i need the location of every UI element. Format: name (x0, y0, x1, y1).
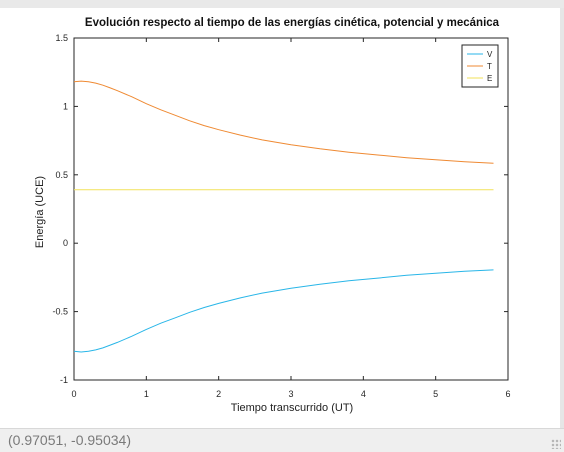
plot-series (73, 80, 494, 353)
y-tick-label: 1 (63, 101, 68, 111)
legend-label: T (487, 62, 492, 71)
series-line-v (73, 269, 494, 353)
cursor-coordinates: (0.97051, -0.95034) (8, 432, 131, 448)
x-tick-label: 6 (505, 389, 510, 399)
status-bar: (0.97051, -0.95034) (0, 428, 564, 452)
y-tick-label: 0 (63, 238, 68, 248)
legend-label: V (487, 50, 493, 59)
chart-svg: 0 1 2 3 4 5 6 -1 -0.5 0 0.5 1 1.5 VTE Evolución resp… (34, 17, 511, 414)
x-tick-label: 0 (71, 389, 76, 399)
y-tick-label: 0.5 (55, 170, 68, 180)
y-tick-label: -0.5 (52, 307, 68, 317)
x-axis-label: Tiempo transcurrido (UT) (231, 402, 353, 414)
y-tick-label: -1 (60, 375, 68, 385)
axes-box: 0 1 2 3 4 5 6 -1 -0.5 0 0.5 1 1.5 (52, 33, 510, 399)
x-tick-label: 1 (144, 389, 149, 399)
window-edge (560, 8, 564, 428)
y-tick-label: 1.5 (55, 33, 68, 43)
legend-label: E (487, 74, 492, 83)
legend: VTE (461, 44, 499, 88)
series-line-t (73, 80, 494, 164)
x-tick-label: 5 (433, 389, 438, 399)
plot-frame (73, 37, 509, 381)
x-tick-label: 2 (216, 389, 221, 399)
x-tick-label: 4 (361, 389, 366, 399)
x-tick-label: 3 (288, 389, 293, 399)
y-axis-label: Energía (UCE) (34, 176, 46, 248)
chart-title: Evolución respecto al tiempo de las ener… (85, 17, 500, 29)
resize-grip[interactable] (551, 439, 561, 449)
